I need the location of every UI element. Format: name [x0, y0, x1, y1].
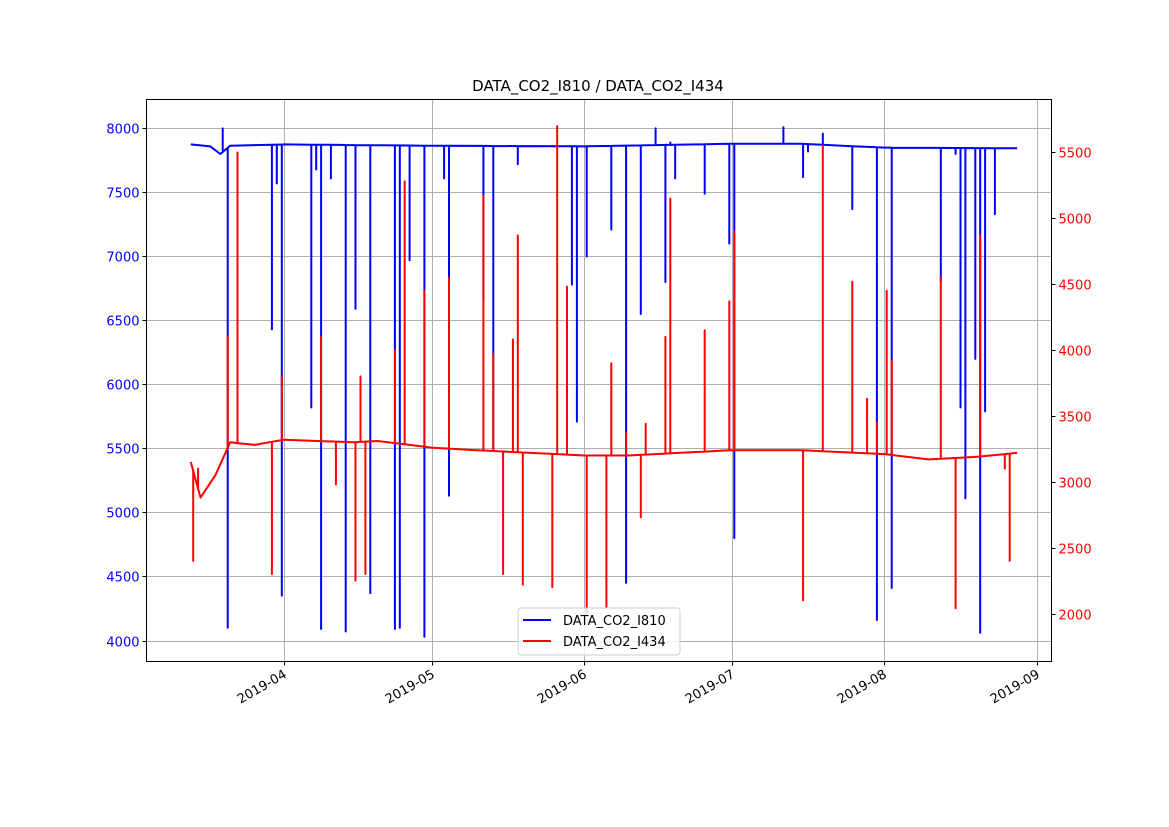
- y-left-tick-label: 7000: [106, 251, 139, 266]
- x-tick-label: 2019-07: [683, 667, 738, 707]
- x-tick-label: 2019-08: [835, 667, 890, 707]
- grid: [146, 99, 1052, 662]
- y-right-tick-label: 4500: [1059, 279, 1092, 294]
- x-tick-label: 2019-05: [383, 667, 438, 707]
- series-lines: [189, 125, 1018, 638]
- y-left-tick-label: 7500: [106, 187, 139, 202]
- y-right-tick-label: 2500: [1059, 543, 1092, 558]
- y-right-tick-label: 5000: [1059, 213, 1092, 228]
- y-left-tick-label: 5500: [106, 443, 139, 458]
- y-left-tick-label: 6500: [106, 315, 139, 330]
- legend-label-i810: DATA_CO2_I810: [563, 614, 666, 629]
- y-axis-left: 4000 4500 5000 5500 6000 6500 7000 7500 8000: [106, 123, 147, 651]
- series-line-data_co2_i810: [190, 126, 1018, 638]
- y-right-tick-label: 5500: [1059, 147, 1092, 162]
- y-right-tick-label: 3000: [1059, 477, 1092, 492]
- plot-area-frame: [146, 99, 1052, 662]
- legend-label-i434: DATA_CO2_I434: [563, 635, 666, 650]
- series-line-data_co2_i434: [189, 125, 1018, 615]
- y-right-tick-label: 4000: [1059, 345, 1092, 360]
- x-tick-label: 2019-09: [988, 667, 1043, 707]
- y-left-tick-label: 4500: [106, 571, 139, 586]
- y-left-tick-label: 5000: [106, 507, 139, 522]
- y-axis-right: 2000 2500 3000 3500 4000 4500 5000 5500: [1051, 147, 1092, 624]
- chart-title: DATA_CO2_I810 / DATA_CO2_I434: [472, 77, 724, 96]
- x-tick-label: 2019-04: [235, 667, 290, 707]
- y-left-tick-label: 8000: [106, 123, 139, 138]
- y-right-tick-label: 2000: [1059, 609, 1092, 624]
- legend: DATA_CO2_I810 DATA_CO2_I434: [517, 607, 681, 656]
- y-left-tick-label: 4000: [106, 636, 139, 651]
- y-left-tick-label: 6000: [106, 379, 139, 394]
- x-tick-label: 2019-06: [535, 667, 590, 707]
- y-right-tick-label: 3500: [1059, 411, 1092, 426]
- x-axis: 2019-04 2019-05 2019-06 2019-07 2019-08 2019-…: [235, 661, 1043, 707]
